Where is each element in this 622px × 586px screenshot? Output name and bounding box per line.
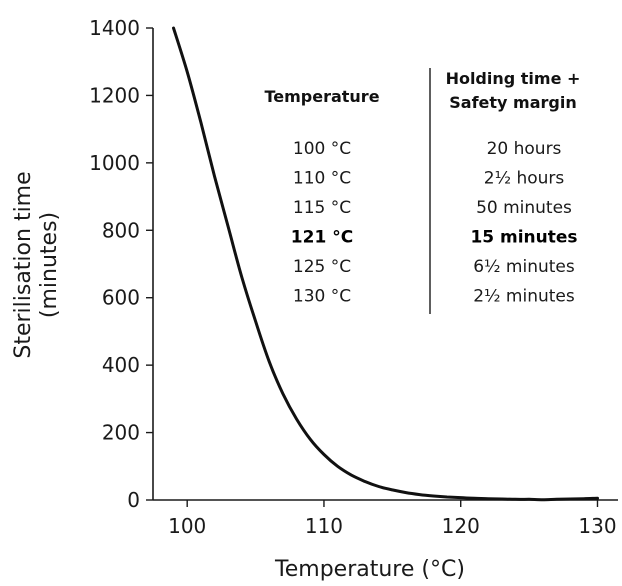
table-cell-holding-time: 2½ minutes	[473, 287, 575, 307]
x-tick-label: 120	[442, 514, 480, 538]
table-cell-temperature: 115 °C	[293, 198, 351, 218]
y-axis-title-line: Sterilisation time	[11, 171, 36, 358]
x-tick-label: 130	[578, 514, 616, 538]
x-tick-label: 110	[305, 514, 343, 538]
y-tick-label: 1200	[89, 83, 140, 107]
y-tick-label: 200	[102, 421, 140, 445]
x-tick-label: 100	[168, 514, 206, 538]
y-tick-label: 600	[102, 286, 140, 310]
x-axis-title: Temperature (°C)	[274, 557, 465, 582]
y-tick-label: 1400	[89, 16, 140, 40]
y-axis-title: Sterilisation time(minutes)	[11, 171, 62, 358]
y-tick-label: 1000	[89, 151, 140, 175]
table-cell-holding-time: 15 minutes	[470, 228, 577, 248]
table-header-temperature: Temperature	[264, 87, 379, 106]
table-rows: 100 °C 20 hours 110 °C 2½ hours 115 °C 50 min…	[291, 139, 578, 307]
temperature-holding-time-table: Temperature Holding time + Safety margin…	[264, 68, 580, 314]
table-cell-holding-time: 6½ minutes	[473, 257, 575, 277]
sterilisation-curve	[172, 26, 599, 502]
table-cell-holding-time: 20 hours	[487, 139, 562, 159]
table-cell-temperature: 121 °C	[291, 228, 353, 248]
table-cell-temperature: 110 °C	[293, 169, 351, 189]
table-header-holding-time: Holding time +	[446, 69, 581, 88]
table-cell-holding-time: 2½ hours	[484, 169, 565, 189]
table-cell-temperature: 130 °C	[293, 287, 351, 307]
series	[172, 26, 599, 502]
y-tick-label: 800	[102, 218, 140, 242]
table-cell-temperature: 100 °C	[293, 139, 351, 159]
ticks: 0 200 400 600 800 1000 1200 1400 100 110 120 130	[89, 16, 616, 538]
y-tick-label: 400	[102, 353, 140, 377]
y-axis-title-line: (minutes)	[37, 212, 62, 318]
table-cell-temperature: 125 °C	[293, 257, 351, 277]
table-cell-holding-time: 50 minutes	[476, 198, 572, 218]
table-header-safety-margin: Safety margin	[449, 93, 576, 112]
y-tick-label: 0	[127, 488, 140, 512]
